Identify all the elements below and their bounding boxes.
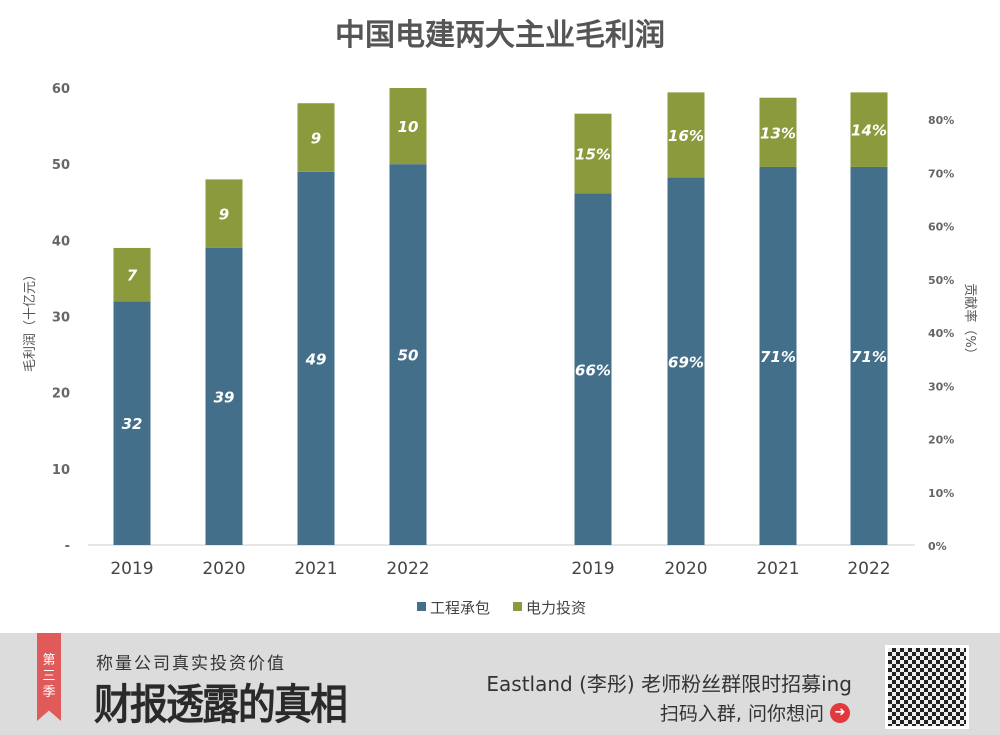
y-tick-label: 60%: [928, 221, 954, 234]
y-tick-label: 30%: [928, 380, 954, 393]
bar-engineering: [389, 164, 427, 545]
y-tick-label: 40: [52, 234, 70, 249]
footer-banner: 第三季 称量公司真实投资价值 财报透露的真相 Eastland (李彤) 老师粉…: [0, 633, 1000, 735]
y-tick-label: 40%: [928, 327, 954, 340]
chart-title: 中国电建两大主业毛利润: [335, 18, 665, 53]
recruit-text: Eastland (李彤) 老师粉丝群限时招募ing: [486, 672, 852, 696]
bar-engineering: [574, 193, 612, 546]
bar-power: [850, 92, 888, 167]
y-tick-label: 80%: [928, 114, 954, 127]
y-tick-label: 0%: [928, 540, 947, 553]
x-tick-label: 2020: [664, 559, 707, 579]
data-label: 10: [398, 118, 419, 136]
scan-text: 扫码入群, 问你想问: [659, 703, 824, 725]
data-label: 71%: [760, 348, 796, 366]
y-tick-label: 10%: [928, 487, 954, 500]
data-label: 39: [214, 388, 235, 406]
arrow-right-circle-icon: ➜: [830, 702, 850, 723]
data-label: 69%: [668, 353, 704, 371]
bar-engineering: [850, 166, 888, 546]
bar-power: [667, 92, 705, 178]
y-tick-label: 20: [52, 387, 70, 402]
data-label: 16%: [668, 127, 704, 145]
bar-engineering: [205, 247, 243, 545]
data-label: 32: [122, 415, 143, 433]
legend-label-engineering: 工程承包: [430, 599, 490, 617]
y-tick-label: -: [65, 539, 70, 554]
data-label: 13%: [760, 124, 796, 142]
y-axis-title-left: 毛利润（十亿元）: [23, 268, 38, 372]
data-label: 7: [127, 267, 138, 285]
bar-engineering: [297, 171, 335, 546]
x-tick-label: 2019: [571, 559, 614, 579]
y-tick-label: 50: [52, 158, 70, 173]
bar-power: [574, 113, 612, 194]
data-label: 50: [398, 347, 419, 365]
x-tick-label: 2022: [847, 559, 890, 579]
y-tick-label: 50%: [928, 274, 954, 287]
bar-power: [205, 179, 243, 248]
bar-power: [297, 103, 335, 172]
slogan: 称量公司真实投资价值: [96, 654, 286, 674]
y-tick-label: 30: [52, 311, 70, 326]
legend-swatch-engineering: [417, 602, 426, 611]
legend-swatch-power: [513, 602, 522, 611]
data-label: 49: [305, 350, 327, 368]
y-tick-label: 10: [52, 463, 70, 478]
bar-engineering: [759, 166, 797, 546]
data-label: 14%: [851, 122, 887, 140]
qr-code-icon[interactable]: [885, 645, 969, 729]
y-tick-label: 60: [52, 82, 70, 97]
data-label: 66%: [575, 361, 611, 379]
y-tick-label: 70%: [928, 167, 954, 180]
bar-power: [113, 247, 151, 302]
data-label: 9: [311, 130, 321, 148]
season-ribbon: 第三季: [37, 633, 61, 721]
x-tick-label: 2022: [386, 559, 429, 579]
legend-label-power: 电力投资: [526, 599, 586, 617]
bar-power: [759, 97, 797, 167]
bar-engineering: [667, 177, 705, 545]
data-label: 71%: [851, 348, 887, 366]
data-label: 15%: [575, 146, 611, 164]
scan-prompt: 扫码入群, 问你想问 ➜: [660, 699, 850, 726]
data-label: 9: [219, 206, 229, 224]
y-axis-title-right: 贡献率（%）: [962, 283, 978, 360]
bar-power: [389, 88, 427, 165]
brand-title: 财报透露的真相: [94, 680, 348, 729]
x-tick-label: 2021: [756, 559, 799, 579]
y-tick-label: 20%: [928, 434, 954, 447]
chart: 中国电建两大主业毛利润 - 10 20 30 40 50 60 32 7 2019 39 9 2020 49…: [23, 18, 978, 617]
x-tick-label: 2020: [202, 559, 245, 579]
x-tick-label: 2019: [110, 559, 153, 579]
bar-engineering: [113, 301, 151, 545]
x-tick-label: 2021: [294, 559, 337, 579]
